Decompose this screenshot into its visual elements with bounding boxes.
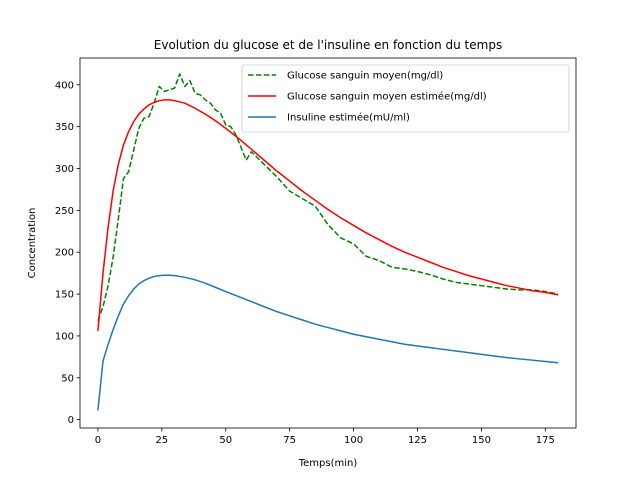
series-line-1	[97, 73, 559, 322]
y-tick-label: 100	[55, 331, 74, 342]
y-tick-label: 300	[55, 164, 74, 175]
x-tick-label: 150	[472, 435, 491, 446]
plot-frame	[79, 57, 577, 429]
x-tick-label: 0	[95, 435, 101, 446]
x-tick-label: 50	[219, 435, 232, 446]
x-axis: 0 25 50 75 100 125 150 175	[95, 428, 555, 446]
y-tick-label: 350	[55, 122, 74, 133]
legend-label-3: Insuline estimée(mU/ml)	[287, 112, 410, 124]
series-layer	[97, 73, 559, 411]
y-tick-label: 250	[55, 206, 74, 217]
y-tick-label: 400	[55, 80, 74, 91]
y-tick-label: 50	[61, 373, 74, 384]
y-tick-label: 0	[68, 415, 74, 426]
x-tick-label: 100	[344, 435, 363, 446]
legend-label-2: Glucose sanguin moyen estimée(mg/dl)	[287, 91, 487, 103]
x-tick-label: 75	[283, 435, 296, 446]
x-tick-label: 125	[408, 435, 427, 446]
x-tick-label: 25	[155, 435, 168, 446]
y-tick-label: 200	[55, 248, 74, 259]
chart-title: Evolution du glucose et de l'insuline en…	[154, 38, 502, 52]
x-tick-label: 175	[536, 435, 555, 446]
legend: Glucose sanguin moyen(mg/dl) Glucose sang…	[241, 64, 570, 133]
y-tick-label: 150	[55, 290, 74, 301]
legend-box	[241, 64, 570, 133]
legend-label-1: Glucose sanguin moyen(mg/dl)	[287, 71, 443, 82]
x-axis-label: Temps(min)	[298, 458, 358, 469]
series-line-2	[97, 99, 559, 331]
y-axis-label: Concentration	[27, 208, 38, 279]
series-line-3	[97, 274, 559, 411]
y-axis: 0 50 100 150 200 250 300 350 400	[55, 80, 80, 426]
